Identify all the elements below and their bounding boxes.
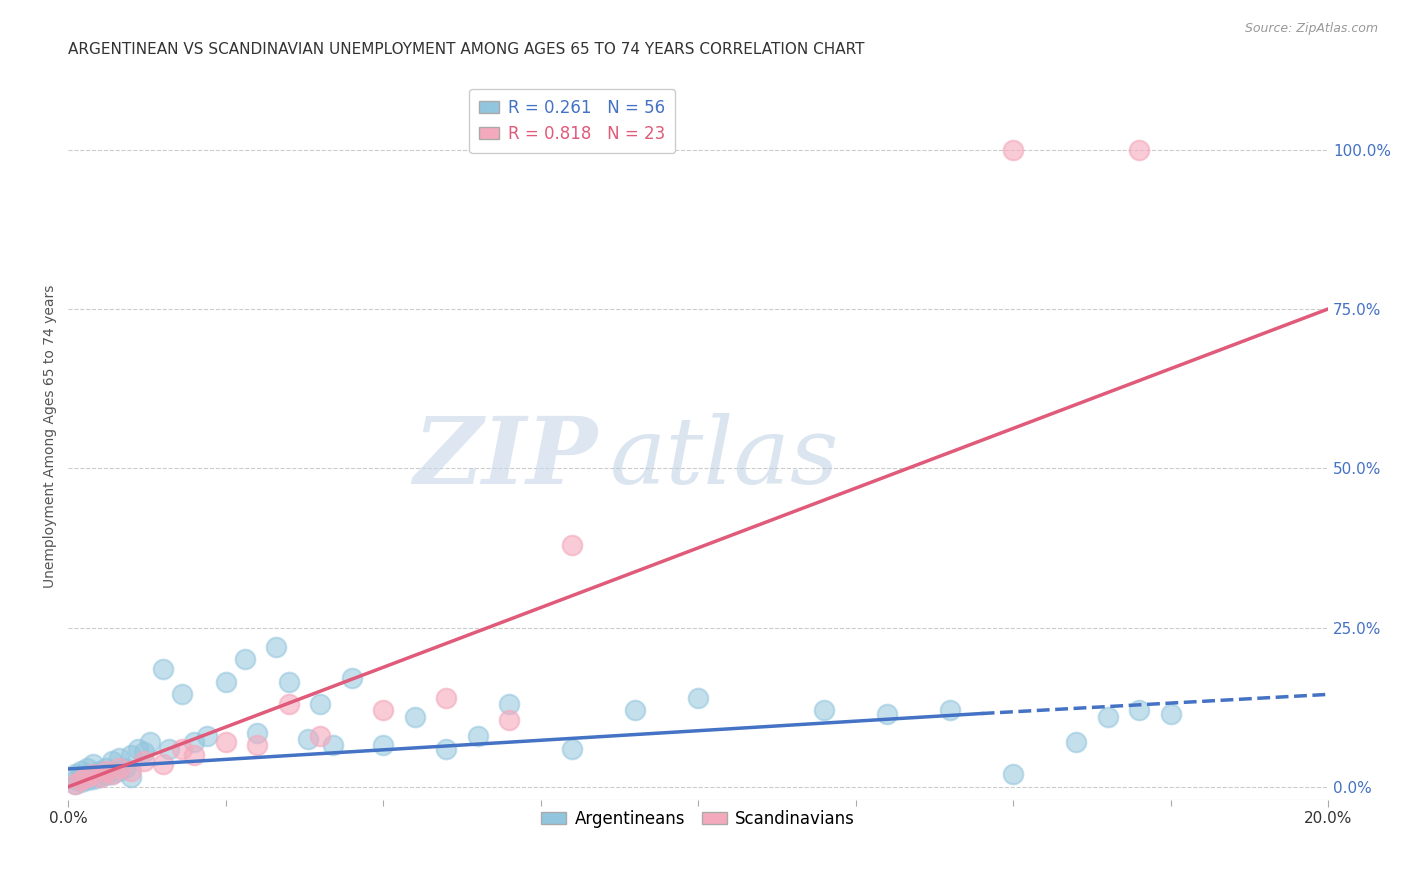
Text: atlas: atlas bbox=[610, 413, 839, 503]
Point bbox=[120, 747, 142, 762]
Point bbox=[101, 767, 124, 781]
Point bbox=[107, 761, 129, 775]
Point bbox=[89, 770, 111, 784]
Point bbox=[63, 776, 86, 790]
Y-axis label: Unemployment Among Ages 65 to 74 years: Unemployment Among Ages 65 to 74 years bbox=[44, 285, 58, 588]
Point bbox=[277, 674, 299, 689]
Point bbox=[939, 703, 962, 717]
Point bbox=[101, 754, 124, 768]
Point bbox=[624, 703, 647, 717]
Point bbox=[498, 713, 520, 727]
Point bbox=[170, 687, 193, 701]
Point bbox=[498, 697, 520, 711]
Point bbox=[69, 773, 91, 788]
Point bbox=[183, 747, 205, 762]
Point bbox=[114, 761, 136, 775]
Point bbox=[69, 774, 91, 789]
Point bbox=[1002, 767, 1025, 781]
Point bbox=[82, 767, 104, 781]
Point bbox=[63, 773, 86, 788]
Point bbox=[107, 764, 129, 778]
Point bbox=[152, 662, 174, 676]
Point bbox=[215, 674, 238, 689]
Point bbox=[107, 751, 129, 765]
Point bbox=[322, 739, 344, 753]
Point bbox=[404, 709, 426, 723]
Point bbox=[69, 770, 91, 784]
Point bbox=[1097, 709, 1119, 723]
Point bbox=[82, 767, 104, 781]
Point bbox=[1128, 703, 1150, 717]
Point bbox=[76, 761, 98, 775]
Point bbox=[434, 690, 457, 705]
Point bbox=[233, 652, 256, 666]
Legend: Argentineans, Scandinavians: Argentineans, Scandinavians bbox=[534, 804, 862, 835]
Point bbox=[120, 770, 142, 784]
Point bbox=[76, 768, 98, 782]
Point bbox=[94, 761, 117, 775]
Point bbox=[82, 772, 104, 786]
Point bbox=[876, 706, 898, 721]
Point bbox=[63, 776, 86, 790]
Point bbox=[373, 739, 395, 753]
Text: Source: ZipAtlas.com: Source: ZipAtlas.com bbox=[1244, 22, 1378, 36]
Point bbox=[246, 725, 269, 739]
Point bbox=[132, 754, 155, 768]
Point bbox=[1064, 735, 1087, 749]
Point bbox=[63, 767, 86, 781]
Point bbox=[297, 731, 319, 746]
Point bbox=[561, 741, 583, 756]
Text: ZIP: ZIP bbox=[413, 413, 598, 503]
Point bbox=[157, 741, 180, 756]
Point bbox=[89, 764, 111, 778]
Point bbox=[195, 729, 218, 743]
Point bbox=[246, 739, 269, 753]
Point bbox=[127, 741, 149, 756]
Point bbox=[340, 672, 363, 686]
Point bbox=[76, 770, 98, 784]
Point bbox=[82, 757, 104, 772]
Point bbox=[101, 767, 124, 781]
Point bbox=[373, 703, 395, 717]
Point bbox=[76, 773, 98, 788]
Point bbox=[277, 697, 299, 711]
Point bbox=[69, 764, 91, 778]
Point bbox=[434, 741, 457, 756]
Point bbox=[309, 729, 332, 743]
Point bbox=[309, 697, 332, 711]
Point bbox=[132, 745, 155, 759]
Point bbox=[94, 764, 117, 778]
Point bbox=[561, 538, 583, 552]
Point bbox=[1002, 143, 1025, 157]
Point bbox=[120, 764, 142, 778]
Point bbox=[183, 735, 205, 749]
Point bbox=[152, 757, 174, 772]
Point bbox=[170, 741, 193, 756]
Text: ARGENTINEAN VS SCANDINAVIAN UNEMPLOYMENT AMONG AGES 65 TO 74 YEARS CORRELATION C: ARGENTINEAN VS SCANDINAVIAN UNEMPLOYMENT… bbox=[69, 42, 865, 57]
Point bbox=[264, 640, 287, 654]
Point bbox=[1160, 706, 1182, 721]
Point bbox=[215, 735, 238, 749]
Point bbox=[94, 768, 117, 782]
Point bbox=[139, 735, 162, 749]
Point bbox=[688, 690, 710, 705]
Point bbox=[813, 703, 835, 717]
Point bbox=[89, 770, 111, 784]
Point bbox=[467, 729, 489, 743]
Point bbox=[1128, 143, 1150, 157]
